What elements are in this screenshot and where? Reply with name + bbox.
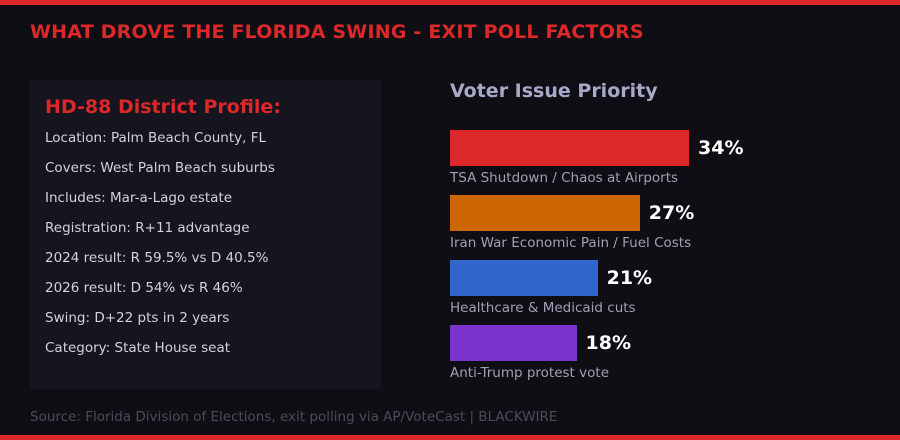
profile-line: Location: Palm Beach County, FL bbox=[45, 130, 266, 146]
profile-line: 2026 result: D 54% vs R 46% bbox=[45, 280, 243, 296]
bar bbox=[450, 260, 598, 296]
page-title: WHAT DROVE THE FLORIDA SWING - EXIT POLL… bbox=[30, 21, 644, 43]
source-note: Source: Florida Division of Elections, e… bbox=[30, 409, 558, 425]
profile-line: 2024 result: R 59.5% vs D 40.5% bbox=[45, 250, 269, 266]
profile-line: Covers: West Palm Beach suburbs bbox=[45, 160, 275, 176]
value-label: 27% bbox=[648, 202, 695, 224]
category-label: TSA Shutdown / Chaos at Airports bbox=[450, 170, 679, 186]
profile-line: Registration: R+11 advantage bbox=[45, 220, 250, 236]
bar bbox=[450, 325, 577, 361]
bar bbox=[450, 130, 689, 166]
bar bbox=[450, 195, 640, 231]
value-label: 18% bbox=[585, 332, 631, 354]
category-label: Iran War Economic Pain / Fuel Costs bbox=[450, 235, 692, 251]
chart-title: Voter Issue Priority bbox=[450, 80, 658, 102]
profile-title: HD-88 District Profile: bbox=[45, 96, 281, 118]
profile-line: Includes: Mar-a-Lago estate bbox=[45, 190, 233, 206]
category-label: Anti-Trump protest vote bbox=[450, 365, 609, 381]
profile-line: Swing: D+22 pts in 2 years bbox=[45, 310, 230, 326]
value-label: 21% bbox=[606, 267, 653, 289]
category-label: Healthcare & Medicaid cuts bbox=[450, 300, 636, 316]
district-profile-panel: HD-88 District Profile: Location: Palm B… bbox=[30, 80, 381, 389]
top-accent-bar bbox=[0, 0, 900, 5]
value-label: 34% bbox=[698, 137, 744, 159]
bottom-accent-bar bbox=[0, 435, 900, 440]
profile-line: Category: State House seat bbox=[45, 340, 231, 356]
